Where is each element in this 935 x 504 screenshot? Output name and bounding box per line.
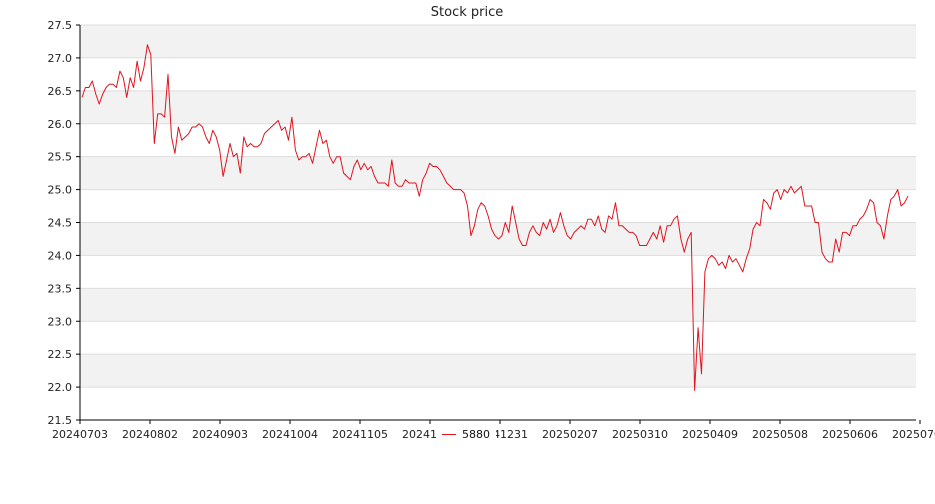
x-tick-label: 20240903 [192,428,248,441]
series-line-5880 [81,44,909,391]
x-tick-label: 20240703 [52,428,108,441]
x-tick-label: 20250207 [542,428,598,441]
y-tick-label: 23.5 [48,282,73,295]
grid-band [80,25,916,58]
grid-band [80,288,916,322]
chart-title: Stock price [431,5,503,20]
grid-band [80,354,916,388]
y-tick-label: 24.5 [48,217,73,230]
y-tick-label: 27.5 [48,19,73,32]
y-tick-label: 22.0 [48,381,73,394]
y-tick-label: 24.0 [48,249,73,262]
legend: 5880 [436,423,496,445]
x-tick-label: 20250606 [822,428,878,441]
x-tick-label: 20250508 [752,428,808,441]
x-tick-label: 20250708 [892,428,935,441]
grid-band [80,90,916,124]
y-tick-label: 25.0 [48,184,73,197]
y-tick-label: 22.5 [48,348,73,361]
grid-band [80,156,916,190]
y-tick-label: 21.5 [48,414,73,427]
y-tick-label: 26.0 [48,118,73,131]
y-tick-label: 26.5 [48,85,73,98]
x-tick-label: 20240802 [122,428,178,441]
x-tick-label: 20250409 [682,428,738,441]
x-tick-label: 20250310 [612,428,668,441]
legend-line-swatch [442,433,456,435]
y-tick-label: 25.5 [48,151,73,164]
y-tick-label: 23.0 [48,315,73,328]
y-tick-label: 27.0 [48,52,73,65]
x-tick-label: 20241105 [332,428,388,441]
x-tick-label: 20241004 [262,428,318,441]
legend-label: 5880 [462,427,490,441]
